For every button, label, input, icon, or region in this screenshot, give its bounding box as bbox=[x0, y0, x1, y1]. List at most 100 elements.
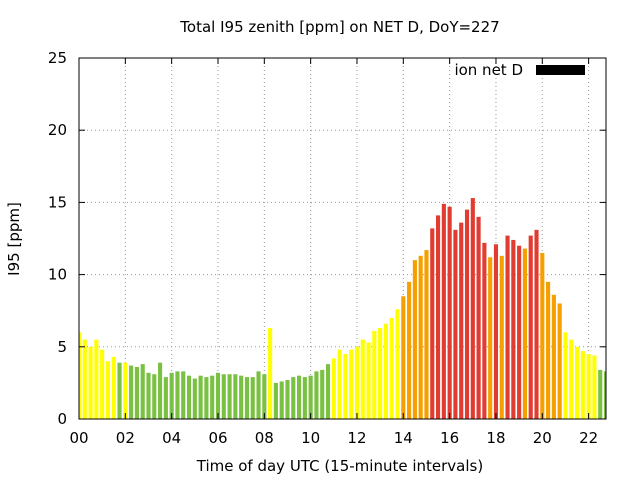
bar-25 bbox=[221, 374, 226, 419]
bar-9 bbox=[129, 365, 134, 419]
bar-79 bbox=[534, 229, 539, 419]
x-tick-label-18: 18 bbox=[486, 429, 505, 447]
bar-82 bbox=[551, 294, 556, 419]
x-tick-label-02: 02 bbox=[116, 429, 135, 447]
bar-56 bbox=[401, 296, 406, 419]
bar-11 bbox=[140, 364, 145, 419]
bar-30 bbox=[250, 377, 255, 419]
bar-31 bbox=[256, 371, 261, 419]
bar-16 bbox=[169, 372, 174, 419]
legend: ion net D bbox=[454, 61, 585, 79]
bar-20 bbox=[192, 378, 197, 419]
bar-47 bbox=[349, 349, 354, 419]
bar-52 bbox=[378, 328, 383, 419]
bar-14 bbox=[158, 362, 163, 419]
bar-51 bbox=[372, 330, 377, 419]
chart-title: Total I95 zenith [ppm] on NET D, DoY=227 bbox=[179, 18, 499, 36]
bar-35 bbox=[279, 381, 284, 419]
bar-65 bbox=[453, 229, 458, 419]
bar-90 bbox=[598, 369, 603, 419]
bar-55 bbox=[395, 309, 400, 419]
bar-0 bbox=[79, 332, 82, 419]
x-tick-label-12: 12 bbox=[347, 429, 366, 447]
bar-46 bbox=[343, 354, 348, 419]
bar-43 bbox=[325, 364, 331, 419]
bar-1 bbox=[82, 339, 87, 419]
bar-49 bbox=[360, 339, 365, 419]
bar-72 bbox=[493, 244, 499, 419]
bar-53 bbox=[383, 323, 388, 419]
y-tick-label-0: 0 bbox=[57, 410, 67, 428]
bar-74 bbox=[505, 235, 510, 419]
bar-73 bbox=[499, 255, 504, 419]
bar-67 bbox=[464, 209, 470, 419]
bar-28 bbox=[239, 375, 244, 419]
bar-13 bbox=[152, 374, 157, 419]
bar-45 bbox=[337, 349, 342, 419]
bar-17 bbox=[175, 371, 180, 419]
bar-62 bbox=[435, 215, 441, 419]
bar-5 bbox=[105, 361, 111, 419]
bar-29 bbox=[244, 377, 250, 419]
y-tick-label-20: 20 bbox=[48, 121, 67, 139]
y-tick-label-15: 15 bbox=[48, 193, 67, 211]
x-tick-label-00: 00 bbox=[69, 429, 88, 447]
bar-10 bbox=[134, 367, 139, 419]
plot-frame bbox=[78, 57, 607, 420]
bar-86 bbox=[574, 346, 580, 419]
bar-27 bbox=[233, 374, 238, 419]
bar-68 bbox=[470, 198, 475, 419]
bar-2 bbox=[88, 346, 93, 419]
bar-71 bbox=[488, 257, 493, 419]
bar-75 bbox=[511, 239, 516, 419]
bar-77 bbox=[522, 248, 527, 419]
bar-3 bbox=[94, 339, 99, 419]
bar-88 bbox=[586, 354, 591, 419]
bar-12 bbox=[146, 372, 151, 419]
x-tick-label-04: 04 bbox=[162, 429, 181, 447]
bar-63 bbox=[441, 203, 446, 419]
bar-61 bbox=[430, 228, 435, 419]
bar-58 bbox=[412, 260, 417, 419]
bar-34 bbox=[273, 382, 278, 419]
bar-69 bbox=[476, 216, 481, 419]
bar-78 bbox=[528, 235, 533, 419]
bar-18 bbox=[181, 371, 186, 419]
bar-64 bbox=[447, 206, 452, 419]
bar-15 bbox=[163, 377, 168, 419]
bar-32 bbox=[262, 374, 267, 419]
y-tick-label-25: 25 bbox=[48, 49, 67, 67]
bar-41 bbox=[314, 371, 319, 419]
bar-40 bbox=[308, 375, 313, 419]
x-axis-label: Time of day UTC (15-minute intervals) bbox=[196, 457, 483, 475]
bar-6 bbox=[111, 356, 116, 419]
bar-22 bbox=[204, 377, 209, 419]
bar-23 bbox=[210, 375, 215, 419]
bar-54 bbox=[389, 317, 394, 419]
bar-70 bbox=[482, 242, 487, 419]
bar-48 bbox=[354, 346, 360, 419]
legend-label: ion net D bbox=[454, 61, 523, 79]
x-tick-label-10: 10 bbox=[301, 429, 320, 447]
x-tick-label-22: 22 bbox=[579, 429, 598, 447]
bar-44 bbox=[331, 358, 336, 419]
bar-26 bbox=[227, 374, 232, 419]
x-tick-label-14: 14 bbox=[394, 429, 413, 447]
bar-4 bbox=[100, 349, 105, 419]
bar-76 bbox=[517, 245, 522, 419]
bar-8 bbox=[123, 362, 128, 419]
bar-38 bbox=[297, 375, 302, 419]
bar-21 bbox=[198, 375, 203, 419]
bar-57 bbox=[407, 281, 412, 419]
bar-59 bbox=[418, 255, 423, 419]
y-axis-label: I95 [ppm] bbox=[5, 202, 23, 276]
bar-24 bbox=[215, 372, 221, 419]
y-tick-label-10: 10 bbox=[48, 266, 67, 284]
bar-87 bbox=[580, 351, 585, 419]
x-tick-label-08: 08 bbox=[255, 429, 274, 447]
bar-37 bbox=[291, 377, 296, 419]
x-tick-label-20: 20 bbox=[533, 429, 552, 447]
bar-7 bbox=[117, 362, 122, 419]
bar-66 bbox=[459, 222, 464, 419]
